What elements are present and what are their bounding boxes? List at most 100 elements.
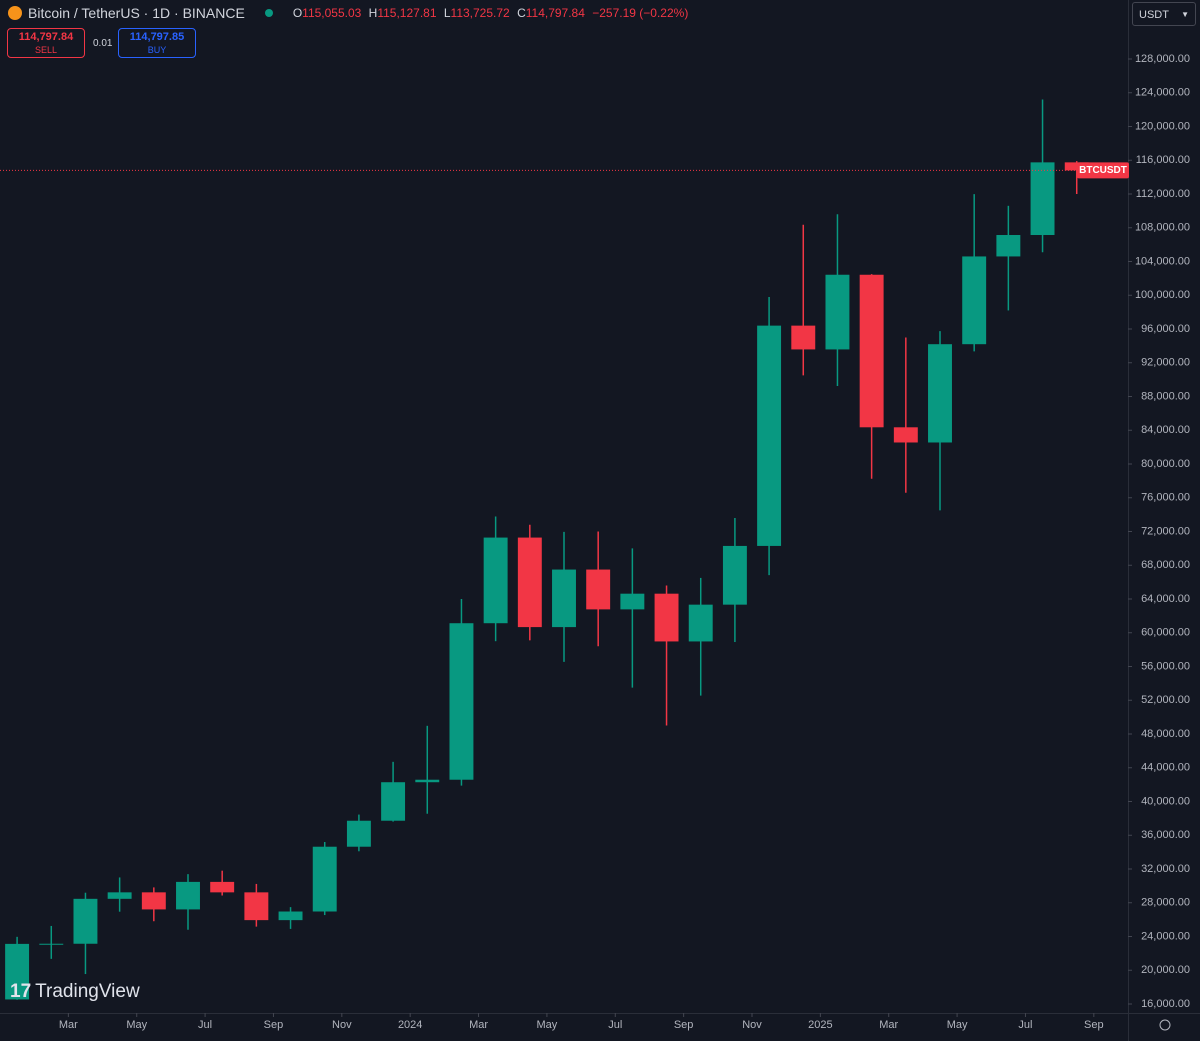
candle-body xyxy=(312,846,337,912)
candle-body xyxy=(1030,162,1055,236)
logo: 17 TradingView xyxy=(10,981,140,1003)
candle-body xyxy=(278,911,303,921)
candle-body xyxy=(449,623,474,780)
y-tick-label: 80,000.00 xyxy=(1141,458,1190,470)
y-tick-label: 100,000.00 xyxy=(1135,289,1190,301)
candle-body xyxy=(552,569,576,628)
sell-price: 114,797.84 xyxy=(18,31,74,43)
candle-body xyxy=(688,604,713,642)
ohlc-key: L xyxy=(443,6,451,20)
x-tick-label: 2024 xyxy=(398,1019,422,1031)
y-tick-label: 32,000.00 xyxy=(1141,863,1190,875)
legend: Bitcoin / TetherUS · 1D · BINANCE O115,0… xyxy=(8,5,688,21)
candle-body xyxy=(859,274,884,428)
x-tick-label: 2025 xyxy=(808,1019,832,1031)
y-tick-label: 28,000.00 xyxy=(1141,897,1190,909)
x-tick-label: Jul xyxy=(608,1019,622,1031)
x-tick-label: Mar xyxy=(469,1019,488,1031)
symbol[interactable]: Bitcoin / TetherUS · 1D · BINANCE xyxy=(28,5,245,21)
x-tick-label: Sep xyxy=(674,1019,694,1031)
candle-body xyxy=(517,537,542,628)
candle-body xyxy=(996,235,1021,257)
ohlc-key: C xyxy=(517,6,526,20)
y-tick-label: 68,000.00 xyxy=(1141,559,1190,571)
last-price-label-bg xyxy=(1077,162,1129,179)
status-dot xyxy=(264,9,273,17)
currency: USDT xyxy=(1139,9,1169,21)
y-tick-label: 72,000.00 xyxy=(1141,525,1190,537)
x-tick-label: Jul xyxy=(198,1019,212,1031)
x-tick-label: May xyxy=(537,1019,558,1031)
settings-icon[interactable] xyxy=(1159,1019,1171,1031)
candle-body xyxy=(791,325,816,350)
sell-label: SELL xyxy=(34,45,58,55)
ohlc-value: 113,725.72 xyxy=(450,6,510,20)
candle-body xyxy=(586,569,611,610)
change: −257.19 (−0.22%) xyxy=(592,6,689,20)
ohlc-value: 115,055.03 xyxy=(302,6,362,20)
quantity: 0.01 xyxy=(93,38,113,49)
candle-body xyxy=(176,881,200,910)
x-tick-label: Nov xyxy=(742,1019,762,1031)
coin-icon xyxy=(8,6,22,20)
y-tick-label: 96,000.00 xyxy=(1141,323,1190,335)
currency-select[interactable]: USDT ▼ xyxy=(1132,2,1196,26)
y-tick-label: 64,000.00 xyxy=(1141,593,1190,605)
candle-body xyxy=(381,782,406,821)
x-tick-label: May xyxy=(947,1019,968,1031)
ohlc-value: 114,797.84 xyxy=(525,6,585,20)
candle-body xyxy=(654,593,679,642)
x-tick-label: Nov xyxy=(332,1019,352,1031)
candle-body xyxy=(962,256,987,345)
x-tick-label: May xyxy=(126,1019,147,1031)
ohlc-value: 115,127.81 xyxy=(377,6,437,20)
y-tick-label: 24,000.00 xyxy=(1141,930,1190,942)
candle-body xyxy=(757,325,782,546)
y-tick-label: 120,000.00 xyxy=(1135,120,1190,132)
candle-body xyxy=(210,881,235,893)
y-tick-label: 88,000.00 xyxy=(1141,390,1190,402)
y-tick-label: 104,000.00 xyxy=(1135,255,1190,267)
y-tick-label: 92,000.00 xyxy=(1141,357,1190,369)
y-tick-label: 60,000.00 xyxy=(1141,627,1190,639)
buy-label: BUY xyxy=(147,45,167,55)
y-tick-label: 56,000.00 xyxy=(1141,660,1190,672)
ohlc: O115,055.03 H115,127.81 L113,725.72 C114… xyxy=(289,6,689,20)
y-tick-label: 112,000.00 xyxy=(1136,188,1190,200)
sell-button[interactable]: 114,797.84 SELL xyxy=(7,28,85,58)
candle-body xyxy=(483,537,508,624)
candle-body xyxy=(893,427,918,443)
x-tick-label: Mar xyxy=(59,1019,78,1031)
candle-body xyxy=(825,274,850,350)
y-tick-label: 108,000.00 xyxy=(1135,222,1190,234)
ohlc-key: O xyxy=(292,6,303,20)
buy-price: 114,797.85 xyxy=(129,31,185,43)
candle-body xyxy=(346,820,371,847)
candle-body xyxy=(415,779,440,783)
candle-body xyxy=(928,344,952,443)
x-tick-label: Sep xyxy=(1084,1019,1104,1031)
y-tick-label: 124,000.00 xyxy=(1135,87,1190,99)
candle-body xyxy=(107,892,132,899)
candle-body xyxy=(39,943,64,945)
logo-text: TradingView xyxy=(35,981,140,1002)
y-tick-label: 44,000.00 xyxy=(1141,762,1190,774)
candle-body xyxy=(244,892,269,921)
y-tick-label: 20,000.00 xyxy=(1141,964,1190,976)
candle-body xyxy=(5,943,30,1000)
buy-button[interactable]: 114,797.85 BUY xyxy=(118,28,196,58)
y-tick-label: 84,000.00 xyxy=(1141,424,1190,436)
x-tick-label: Sep xyxy=(264,1019,284,1031)
x-tick-label: Mar xyxy=(879,1019,898,1031)
logo-mark: 17 xyxy=(10,981,32,1002)
candle-body xyxy=(141,892,166,910)
candle-body xyxy=(722,545,747,605)
y-tick-label: 48,000.00 xyxy=(1141,728,1190,740)
x-tick-label: Jul xyxy=(1018,1019,1032,1031)
y-tick-label: 128,000.00 xyxy=(1135,53,1190,65)
last-price-label: BTCUSDT xyxy=(1079,165,1127,176)
ohlc-key: H xyxy=(368,6,378,20)
candle-body xyxy=(73,898,98,944)
